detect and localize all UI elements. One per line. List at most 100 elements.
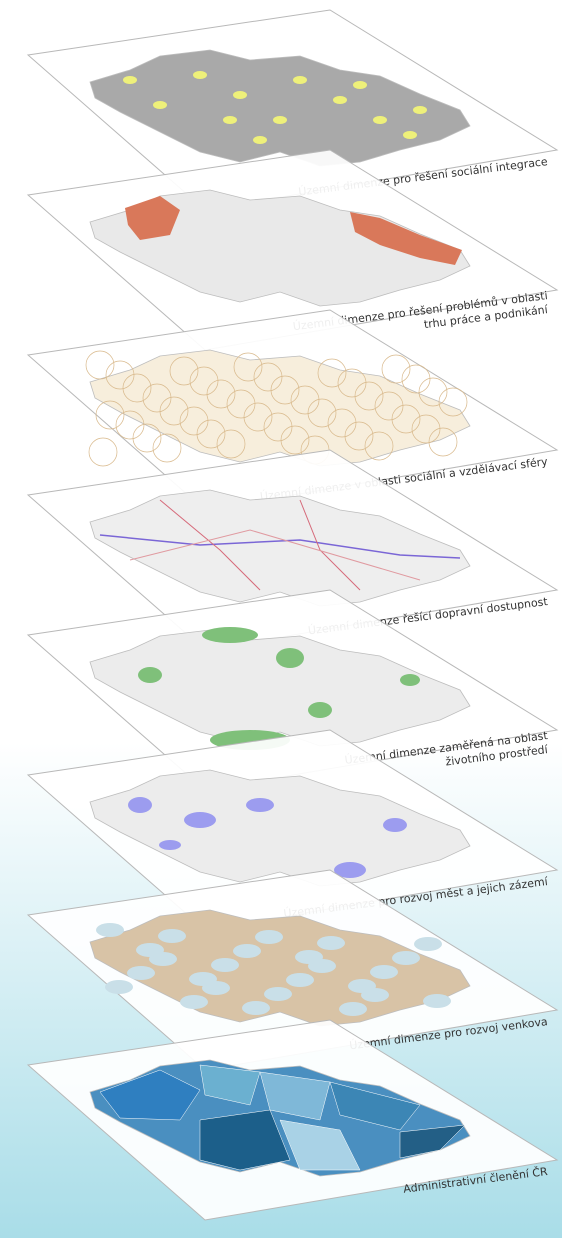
country-map [89, 49, 471, 167]
rural-patch [317, 936, 345, 950]
district [428, 427, 458, 457]
city-dot [293, 76, 307, 84]
rural-patch [136, 943, 164, 957]
city-dot [223, 116, 237, 124]
district [196, 419, 226, 449]
rural-patch [255, 930, 283, 944]
road [299, 499, 361, 591]
district [189, 366, 219, 396]
district [179, 406, 209, 436]
district [290, 385, 320, 415]
rural-patch [180, 995, 208, 1009]
rural-patch [286, 973, 314, 987]
district [206, 379, 236, 409]
road [159, 499, 261, 591]
protected-area [138, 667, 162, 683]
district [354, 381, 384, 411]
district [327, 408, 357, 438]
rural-patch [348, 979, 376, 993]
rural-patch [242, 1001, 270, 1015]
urban-area [128, 797, 152, 813]
region [279, 1119, 361, 1171]
map-layer: Administrativní členění ČR [26, 1019, 559, 1221]
city-dot [353, 81, 367, 89]
rural-patch [414, 937, 442, 951]
district [243, 402, 273, 432]
district [226, 389, 256, 419]
rural-patch [189, 972, 217, 986]
protected-area [308, 702, 332, 718]
urban-area [159, 840, 181, 850]
road [99, 534, 461, 559]
district [280, 425, 310, 455]
city-dot [403, 131, 417, 139]
country-map [89, 769, 471, 887]
district [122, 373, 152, 403]
district [115, 410, 145, 440]
city-dot [233, 91, 247, 99]
district [344, 421, 374, 451]
district [132, 423, 162, 453]
district [142, 383, 172, 413]
district [216, 429, 246, 459]
city-dot [373, 116, 387, 124]
urban-area [334, 862, 366, 878]
region [199, 1064, 261, 1106]
region-highlight [125, 196, 180, 240]
rural-patch [158, 929, 186, 943]
map-layer: Územní dimenze pro rozvoj venkova [26, 869, 559, 1071]
region [329, 1081, 421, 1131]
rural-patch [233, 944, 261, 958]
district [411, 414, 441, 444]
country-map [89, 489, 471, 607]
region-highlight [350, 212, 462, 265]
region [99, 1069, 201, 1121]
road [129, 529, 421, 581]
rural-patch [127, 966, 155, 980]
region [399, 1124, 466, 1159]
rural-patch [211, 958, 239, 972]
district [85, 350, 115, 380]
district [105, 360, 135, 390]
district [95, 400, 125, 430]
map-layer: Územní dimenze pro řešení problémů v obl… [26, 149, 559, 351]
protected-area [400, 674, 420, 686]
rural-patch [423, 994, 451, 1008]
district [233, 352, 263, 382]
district [374, 391, 404, 421]
urban-area [184, 812, 216, 828]
region [259, 1071, 331, 1121]
protected-area [276, 648, 304, 668]
city-dot [193, 71, 207, 79]
rural-patch [339, 1002, 367, 1016]
map-layer: Územní dimenze zaměřená na oblastživotní… [26, 589, 559, 791]
rural-patch [392, 951, 420, 965]
district [152, 433, 182, 463]
city-dot [253, 136, 267, 144]
district [418, 377, 448, 407]
city-dot [333, 96, 347, 104]
district [270, 375, 300, 405]
district [169, 356, 199, 386]
district [391, 404, 421, 434]
district [364, 431, 394, 461]
rural-patch [295, 950, 323, 964]
urban-area [246, 798, 274, 812]
district [263, 412, 293, 442]
district [337, 368, 367, 398]
city-dot [153, 101, 167, 109]
city-dot [413, 106, 427, 114]
district [307, 398, 337, 428]
district [401, 364, 431, 394]
rural-patch [264, 987, 292, 1001]
rural-patch [96, 923, 124, 937]
district [317, 358, 347, 388]
district [438, 387, 468, 417]
city-dot [123, 76, 137, 84]
urban-area [383, 818, 407, 832]
district [381, 354, 411, 384]
map-layer: Územní dimenze pro rozvoj měst a jejich … [26, 729, 559, 931]
protected-area [202, 627, 258, 643]
